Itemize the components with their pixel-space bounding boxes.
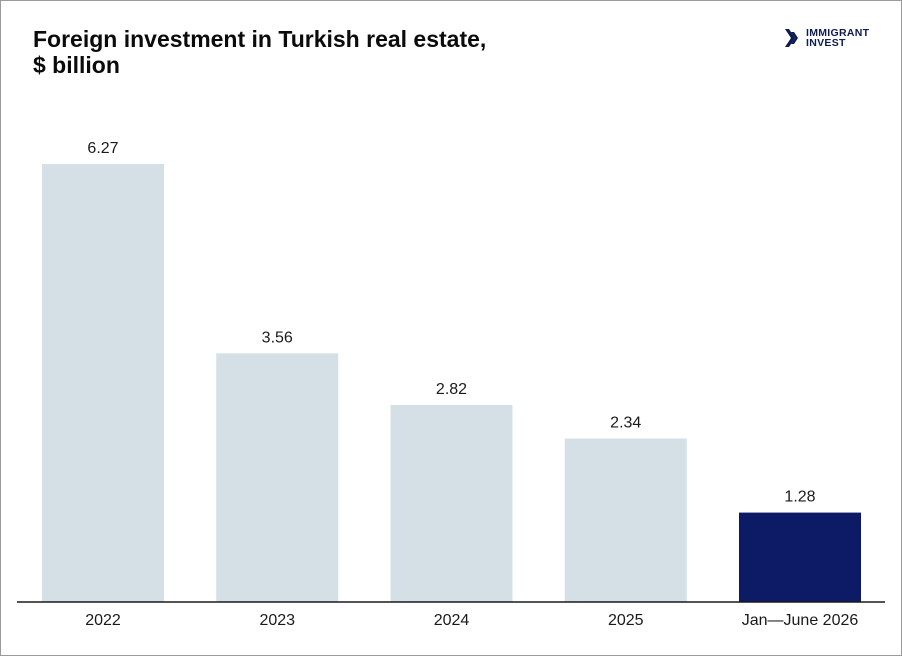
double-chevron-right-icon [785, 29, 798, 47]
category-label-2: 2024 [434, 612, 470, 629]
category-label-0: 2022 [85, 612, 121, 629]
bar-1 [216, 353, 339, 602]
chart-title: Foreign investment in Turkish real estat… [33, 26, 486, 78]
bar-4 [739, 512, 861, 602]
bars-group: 6.27 2022 3.56 2023 2.82 2024 2.34 2025 1.28 Jan—… [42, 140, 861, 629]
logo-text: IMMIGRANT INVEST [806, 27, 870, 49]
value-label-3: 2.34 [610, 415, 641, 432]
bar-0 [42, 164, 164, 602]
logo-line-1: IMMIGRANT [806, 27, 870, 39]
bar-3 [564, 438, 687, 602]
immigrant-invest-logo: IMMIGRANT INVEST [785, 28, 869, 48]
value-label-0: 6.27 [87, 140, 118, 157]
value-label-1: 3.56 [262, 329, 293, 346]
category-label-3: 2025 [608, 612, 644, 629]
chart-title-line-1: Foreign investment in Turkish real estat… [33, 26, 487, 52]
category-label-1: 2023 [259, 612, 295, 629]
bar-2 [390, 405, 513, 602]
category-label-4: Jan—June 2026 [742, 612, 859, 629]
value-label-2: 2.82 [436, 381, 467, 398]
value-label-4: 1.28 [784, 489, 815, 506]
chart-title-line-2: $ billion [33, 52, 120, 78]
logo-line-2: INVEST [806, 37, 846, 49]
